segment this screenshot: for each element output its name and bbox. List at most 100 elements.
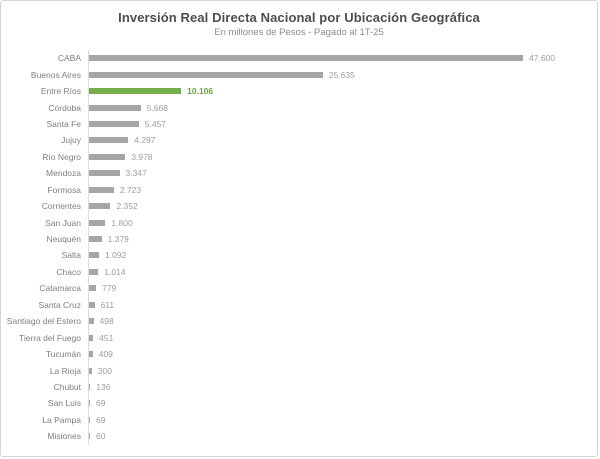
bar [89, 400, 90, 407]
category-label: La Rioja [49, 365, 81, 376]
value-label: 47.600 [529, 53, 555, 64]
category-label: Misiones [47, 431, 81, 442]
chart-row: San Luis 69 [1, 395, 597, 412]
chart-row: Mendoza 3.347 [1, 165, 597, 182]
category-label: Jujuy [61, 135, 81, 146]
category-label: Santiago del Estero [6, 316, 81, 327]
bar-track: 779 [88, 280, 597, 297]
bar-track: 69 [88, 411, 597, 429]
chart-row: Santa Fe 5.457 [1, 115, 597, 133]
bar-track: 2.723 [88, 181, 597, 198]
category-label: La Pampa [42, 414, 81, 425]
chart-row: Misiones 60 [1, 428, 597, 445]
bar [89, 186, 114, 193]
value-label: 2.723 [119, 184, 142, 195]
bar [89, 104, 141, 111]
category-label: Buenos Aires [30, 69, 81, 80]
value-label: 60 [96, 431, 106, 442]
category-label: Entre Ríos [40, 86, 81, 97]
bar-track: 2.352 [88, 197, 597, 215]
category-label: Tucumán [45, 349, 81, 360]
chart-title: Inversión Real Directa Nacional por Ubic… [118, 10, 480, 25]
category-label: San Juan [45, 217, 81, 228]
bar-track: 300 [88, 362, 597, 379]
category-label: Salta [61, 250, 81, 261]
chart-row: Santiago del Estero 498 [1, 313, 597, 330]
value-label: 611 [100, 299, 115, 310]
chart-row: Buenos Aires 25.635 [1, 66, 597, 83]
bar-track: 1.379 [88, 230, 597, 248]
bar [89, 351, 93, 358]
value-label: 25.635 [328, 69, 355, 80]
bar [89, 203, 111, 210]
bar-track: 451 [88, 329, 597, 346]
bar [89, 301, 95, 308]
bar [89, 268, 99, 275]
chart-row: La Pampa 69 [1, 411, 597, 429]
bar [89, 236, 102, 243]
chart-row: Chaco 1.014 [1, 263, 597, 281]
bar-track: 25.635 [88, 66, 597, 83]
category-label: Santa Cruz [38, 299, 81, 310]
bar-track: 4.297 [88, 132, 597, 149]
category-label: Neuquén [46, 234, 81, 245]
category-label: Tierra del Fuego [18, 332, 81, 343]
value-label: 10.106 [187, 86, 214, 97]
value-label: 779 [102, 283, 117, 294]
chart-row: La Rioja 300 [1, 362, 597, 379]
chart-row: Jujuy 4.297 [1, 132, 597, 149]
chart-header: Inversión Real Directa Nacional por Ubic… [1, 1, 597, 39]
bar-chart: CABA 47.600 Buenos Aires 25.635 Entre Rí… [1, 50, 597, 445]
category-label: Corrientes [41, 201, 81, 212]
category-label: Chaco [56, 266, 81, 277]
bar-track: 47.600 [88, 50, 597, 67]
bar [89, 334, 94, 341]
value-label: 69 [96, 414, 106, 425]
value-label: 2.352 [116, 201, 138, 212]
value-label: 1.014 [104, 266, 126, 277]
value-label: 5.668 [146, 102, 168, 113]
bar [89, 88, 182, 95]
bar-track: 3.347 [88, 165, 597, 182]
chart-row: Salta 1.092 [1, 247, 597, 264]
bar [89, 55, 523, 62]
value-label: 498 [99, 316, 114, 327]
value-label: 3.978 [131, 151, 153, 162]
chart-row: Corrientes 2.352 [1, 197, 597, 215]
value-label: 451 [99, 332, 114, 343]
bar-track: 498 [88, 313, 597, 330]
bar-track: 69 [88, 395, 597, 412]
bar [89, 153, 126, 160]
bar-track: 136 [88, 378, 597, 396]
bar [89, 285, 97, 292]
value-label: 69 [96, 398, 106, 409]
bar-track: 60 [88, 428, 597, 445]
value-label: 4.297 [134, 135, 156, 146]
chart-row: Río Negro 3.978 [1, 148, 597, 166]
chart-row: CABA 47.600 [1, 50, 597, 67]
bar-track: 5.457 [88, 115, 597, 133]
bar [89, 137, 129, 144]
category-label: CABA [57, 53, 81, 64]
category-label: Santa Fe [46, 118, 82, 129]
value-label: 136 [96, 381, 111, 392]
value-label: 409 [98, 349, 113, 360]
bar [89, 383, 91, 390]
category-label: Río Negro [42, 151, 81, 162]
bar-track: 1.092 [88, 247, 597, 264]
chart-subtitle: En millones de Pesos - Pagado al 1T-25 [214, 27, 384, 38]
chart-row: Tierra del Fuego 451 [1, 329, 597, 346]
value-label: 1.379 [107, 234, 129, 245]
bar [89, 318, 94, 325]
value-label: 5.457 [144, 118, 167, 129]
chart-row: Formosa 2.723 [1, 181, 597, 198]
chart-row: Tucumán 409 [1, 345, 597, 363]
chart-row: Catamarca 779 [1, 280, 597, 297]
value-label: 3.347 [125, 168, 147, 179]
category-label: San Luis [47, 398, 81, 409]
category-label: Mendoza [46, 168, 81, 179]
bar [89, 120, 139, 127]
chart-row: San Juan 1.800 [1, 214, 597, 231]
bar [89, 433, 90, 440]
